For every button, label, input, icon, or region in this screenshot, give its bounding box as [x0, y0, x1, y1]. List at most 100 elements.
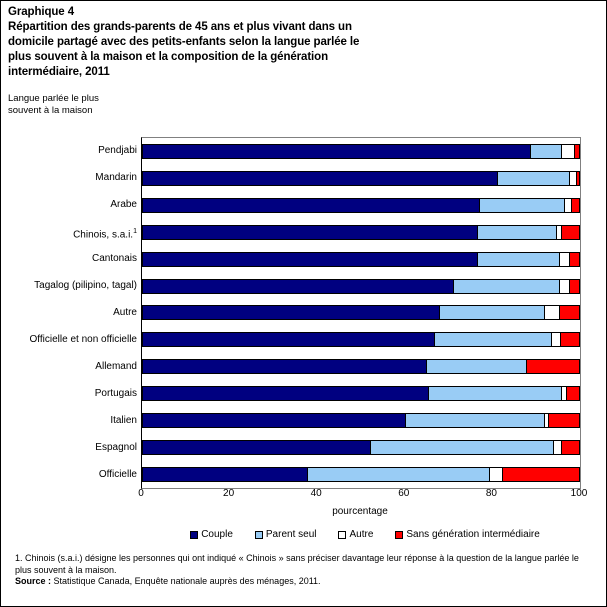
bar-segment-parent-seul[interactable]	[530, 144, 562, 158]
bar-segment-parent-seul[interactable]	[433, 333, 552, 347]
chart-row: Espagnol	[95, 434, 580, 461]
bar-segment-autre[interactable]	[552, 441, 561, 455]
source-label: Source :	[15, 576, 52, 586]
stacked-bar[interactable]	[142, 413, 580, 429]
category-label: Pendjabi	[98, 145, 137, 157]
x-axis-title: pourcentage	[332, 506, 388, 517]
bar-segment-parent-seul[interactable]	[426, 360, 527, 374]
x-axis-tick-label: 40	[310, 488, 322, 499]
bar-segment-sans-generation[interactable]	[560, 225, 579, 239]
category-label: Officielle et non officielle	[29, 333, 137, 345]
stacked-bar[interactable]	[142, 278, 580, 294]
chart-row: Arabe	[110, 192, 580, 219]
bar-segment-sans-generation[interactable]	[568, 279, 579, 293]
category-label: Allemand	[95, 360, 137, 372]
bar-segment-autre[interactable]	[488, 468, 502, 482]
bar-segment-parent-seul[interactable]	[427, 387, 562, 401]
legend-label: Parent seul	[265, 529, 317, 540]
bar-segment-parent-seul[interactable]	[453, 279, 559, 293]
stacked-bar[interactable]	[142, 332, 580, 348]
bar-segment-couple[interactable]	[143, 171, 497, 185]
chart-row: Mandarin	[95, 165, 580, 192]
source-text: Statistique Canada, Enquête nationale au…	[53, 576, 321, 586]
stacked-bar[interactable]	[142, 143, 580, 159]
bar-segment-sans-generation[interactable]	[501, 468, 579, 482]
legend-swatch-icon	[254, 530, 263, 539]
bar-segment-couple[interactable]	[143, 387, 428, 401]
x-axis-ticks: 0 20 40 60 80 100	[138, 488, 587, 504]
bar-segment-couple[interactable]	[143, 468, 308, 482]
bar-segment-sans-generation[interactable]	[560, 333, 579, 347]
bar-segment-autre[interactable]	[568, 171, 576, 185]
stacked-bar[interactable]	[142, 467, 580, 483]
bar-segment-parent-seul[interactable]	[476, 225, 556, 239]
bar-segment-sans-generation[interactable]	[560, 441, 579, 455]
legend-item[interactable]: Couple	[190, 529, 233, 540]
bar-segment-sans-generation[interactable]	[526, 360, 579, 374]
bar-segment-sans-generation[interactable]	[571, 198, 579, 212]
bar-segment-parent-seul[interactable]	[307, 468, 489, 482]
footnote-marker: 1	[133, 228, 137, 236]
legend-label: Autre	[349, 529, 374, 540]
chart-row: Cantonais	[92, 246, 580, 273]
stacked-bar[interactable]	[142, 359, 580, 375]
stacked-bar[interactable]	[142, 224, 580, 240]
bar-segment-autre[interactable]	[555, 225, 561, 239]
bar-segment-couple[interactable]	[143, 360, 427, 374]
bar-segment-parent-seul[interactable]	[496, 171, 569, 185]
legend-item[interactable]: Parent seul	[254, 529, 317, 540]
bar-segment-couple[interactable]	[143, 225, 477, 239]
bar-segment-parent-seul[interactable]	[478, 198, 565, 212]
stacked-bar[interactable]	[142, 305, 580, 321]
stacked-bar[interactable]	[142, 170, 580, 186]
bar-segment-couple[interactable]	[143, 333, 434, 347]
page-title-line-3: plus souvent à la maison et la compositi…	[8, 51, 329, 63]
bar-segment-autre[interactable]	[564, 198, 572, 212]
bar-segment-sans-generation[interactable]	[558, 306, 579, 320]
bar-segment-autre[interactable]	[561, 387, 566, 401]
bar-segment-autre[interactable]	[544, 306, 559, 320]
chart-header: Graphique 4 Répartition des grands-paren…	[8, 5, 528, 80]
stacked-bar[interactable]	[142, 440, 580, 456]
bar-segment-parent-seul[interactable]	[439, 306, 545, 320]
legend-swatch-icon	[395, 530, 404, 539]
category-label: Autre	[113, 306, 137, 318]
stacked-bar[interactable]	[142, 386, 580, 402]
y-axis-caption: Langue parlée le plus souvent à la maiso…	[8, 93, 99, 116]
legend-item[interactable]: Sans génération intermédiaire	[395, 529, 540, 540]
x-axis-tick-label: 80	[485, 488, 497, 499]
bar-segment-parent-seul[interactable]	[476, 252, 559, 266]
category-label: Arabe	[110, 199, 137, 211]
chart-legend: Couple Parent seul Autre Sans génération in…	[141, 529, 589, 540]
bar-segment-sans-generation[interactable]	[575, 171, 579, 185]
bar-segment-sans-generation[interactable]	[548, 414, 579, 428]
bar-segment-sans-generation[interactable]	[568, 252, 579, 266]
bar-segment-autre[interactable]	[561, 144, 575, 158]
bar-segment-couple[interactable]	[143, 414, 405, 428]
category-label: Mandarin	[95, 172, 137, 184]
stacked-bar[interactable]	[142, 251, 580, 267]
legend-item[interactable]: Autre	[338, 529, 373, 540]
footnote-1: 1. Chinois (s.a.i.) désigne les personne…	[15, 553, 579, 575]
bar-segment-couple[interactable]	[143, 441, 370, 455]
category-label: Espagnol	[95, 441, 137, 453]
bar-segment-couple[interactable]	[143, 279, 454, 293]
bar-segment-couple[interactable]	[143, 198, 479, 212]
legend-swatch-icon	[338, 530, 347, 539]
bar-segment-parent-seul[interactable]	[369, 441, 553, 455]
page-title-line-2: domicile partagé avec des petits-enfants…	[8, 36, 360, 48]
bar-segment-couple[interactable]	[143, 306, 440, 320]
bar-segment-couple[interactable]	[143, 144, 531, 158]
chart-row: Pendjabi	[98, 138, 580, 165]
bar-segment-autre[interactable]	[558, 252, 569, 266]
bar-segment-parent-seul[interactable]	[404, 414, 545, 428]
bar-segment-sans-generation[interactable]	[574, 144, 579, 158]
bar-segment-autre[interactable]	[558, 279, 569, 293]
bar-segment-autre[interactable]	[551, 333, 561, 347]
bar-segment-couple[interactable]	[143, 252, 477, 266]
bar-segment-autre[interactable]	[544, 414, 549, 428]
stacked-bar[interactable]	[142, 197, 580, 213]
bar-segment-sans-generation[interactable]	[565, 387, 579, 401]
chart-row: Allemand	[95, 353, 580, 380]
chart-row: Italien	[110, 407, 580, 434]
